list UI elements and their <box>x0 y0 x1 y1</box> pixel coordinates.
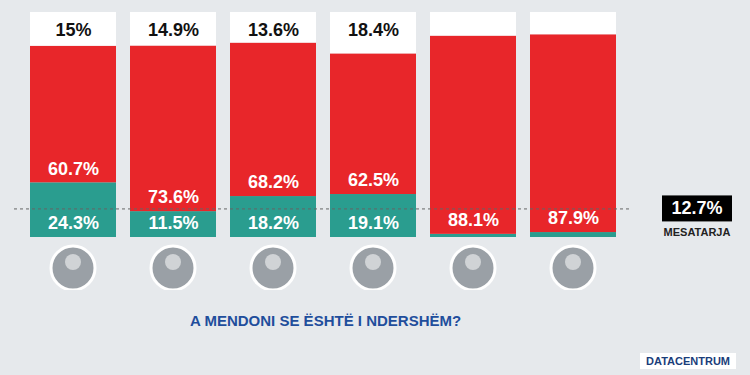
svg-text:87.9%: 87.9% <box>548 208 599 228</box>
svg-text:11.5%: 11.5% <box>148 213 198 233</box>
svg-text:13.6%: 13.6% <box>248 20 299 40</box>
svg-text:68.2%: 68.2% <box>248 172 299 192</box>
svg-text:24.3%: 24.3% <box>48 213 99 233</box>
html-text:DATACENTRUM: DATACENTRUM <box>646 355 730 367</box>
svg-text:MESATARJA: MESATARJA <box>664 226 731 238</box>
svg-text:60.7%: 60.7% <box>48 159 99 179</box>
svg-text:62.5%: 62.5% <box>348 170 399 190</box>
svg-text:88.1%: 88.1% <box>448 210 499 230</box>
svg-text:15%: 15% <box>55 20 91 40</box>
html-text:A MENDONI SE ËSHTË I NDERSHËM?: A MENDONI SE ËSHTË I NDERSHËM? <box>190 312 462 329</box>
svg-text:18.2%: 18.2% <box>248 213 299 233</box>
svg-text:14.9%: 14.9% <box>148 20 199 40</box>
svg-text:18.4%: 18.4% <box>348 20 399 40</box>
svg-text:12.7%: 12.7% <box>671 198 722 218</box>
svg-text:73.6%: 73.6% <box>148 187 199 207</box>
svg-text:19.1%: 19.1% <box>348 213 399 233</box>
